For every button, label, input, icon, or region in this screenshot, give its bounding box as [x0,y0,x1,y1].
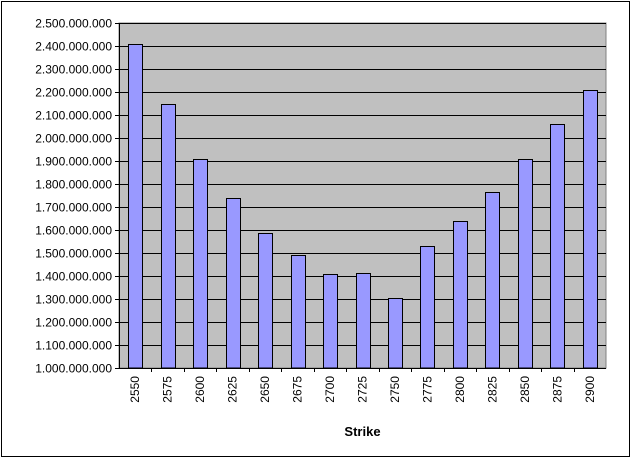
bar [226,198,241,369]
x-tick-label: 2575 [161,376,175,403]
bar [161,104,176,369]
y-tick-label: 1.600.000.000 [35,224,112,238]
bar [420,246,435,369]
y-tick-label: 1.300.000.000 [35,293,112,307]
y-tick-label: 1.400.000.000 [35,270,112,284]
x-tick-labels: 2550 2575 2600 2625 2650 2675 2700 2725 2750 2775… [128,368,597,403]
bars [128,44,598,369]
x-axis-title: Strike [344,424,380,439]
y-tick-label: 2.500.000.000 [35,17,112,31]
bar [453,221,468,369]
y-tick-label: 2.300.000.000 [35,63,112,77]
y-tick-label: 1.200.000.000 [35,316,112,330]
x-tick-label: 2800 [453,376,467,403]
y-tick-label: 2.000.000.000 [35,132,112,146]
x-tick-label: 2700 [323,376,337,403]
x-tick-label: 2650 [258,376,272,403]
bar [388,298,403,369]
bar [291,255,306,369]
y-tick-label: 1.800.000.000 [35,178,112,192]
y-tick-label: 2.200.000.000 [35,86,112,100]
x-tick-label: 2675 [291,376,305,403]
bar [128,44,143,369]
y-tick-label: 2.400.000.000 [35,40,112,54]
x-tick-label: 2900 [583,376,597,403]
x-tick-label: 2550 [128,376,142,403]
x-tick-label: 2775 [420,376,434,403]
x-tick-label: 2600 [193,376,207,403]
y-tick-label: 1.000.000.000 [35,362,112,376]
x-tick-label: 2875 [550,376,564,403]
x-tick-label: 2750 [388,376,402,403]
bar [518,159,533,369]
y-tick-label: 1.700.000.000 [35,201,112,215]
bar [193,159,208,369]
y-tick-label: 1.100.000.000 [35,339,112,353]
bar [583,90,598,369]
x-tick-label: 2825 [485,376,499,403]
y-tick-labels: 1.000.000.000 1.100.000.000 1.200.000.000 1… [35,17,119,376]
bar [550,124,565,369]
bar-chart: 1.000.000.000 1.100.000.000 1.200.000.000 1… [35,17,607,439]
x-tick-label: 2850 [518,376,532,403]
x-tick-label: 2725 [356,376,370,403]
x-tick-label: 2625 [226,376,240,403]
y-tick-label: 2.100.000.000 [35,109,112,123]
bar [323,274,338,369]
bar [485,192,500,369]
bar [258,233,273,369]
bar [356,273,371,369]
y-tick-label: 1.500.000.000 [35,247,112,261]
y-tick-label: 1.900.000.000 [35,155,112,169]
